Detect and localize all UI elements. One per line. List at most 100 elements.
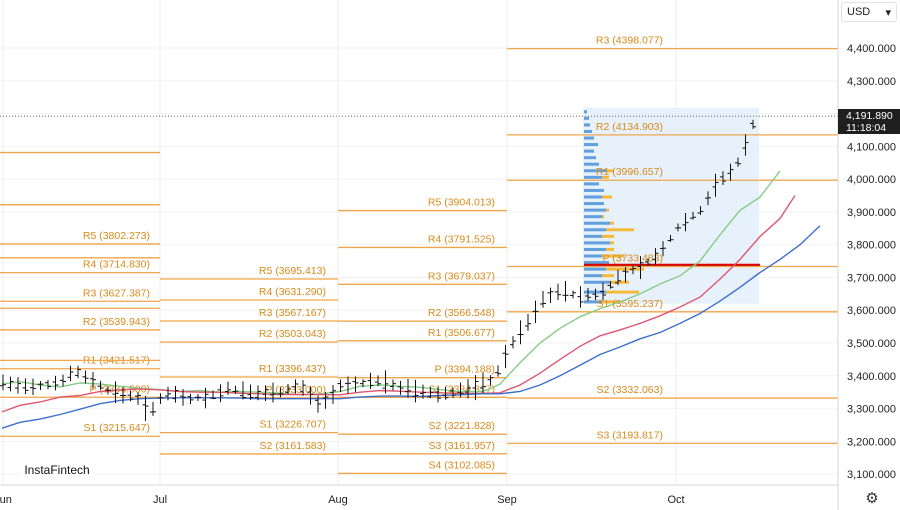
volume-profile-bar <box>584 162 599 166</box>
gear-icon[interactable]: ⚙ <box>865 490 879 507</box>
volume-profile-bar <box>584 169 606 173</box>
y-tick-label: 3,100.000 <box>847 469 896 481</box>
y-tick-label: 3,900.000 <box>847 207 896 219</box>
y-tick-label: 3,400.000 <box>847 371 896 383</box>
volume-profile-bar <box>584 208 606 212</box>
volume-profile-bar <box>584 280 610 284</box>
volume-profile-bar <box>584 149 594 153</box>
volume-profile-bar <box>584 175 602 179</box>
volume-profile-bar <box>584 110 587 114</box>
pivot-label: R3 (4398.077) <box>596 35 663 47</box>
volume-profile-bar <box>584 274 602 278</box>
volume-profile-bar <box>584 215 602 219</box>
pivot-label: R5 (3904.013) <box>428 197 495 209</box>
y-tick-label: 4,300.000 <box>847 76 896 88</box>
brand-watermark: InstaFintech <box>20 458 94 482</box>
y-tick-label: 3,500.000 <box>847 338 896 350</box>
volume-profile-bar <box>602 300 619 304</box>
volume-profile-bar <box>606 169 614 173</box>
pivot-label: R4 (3791.525) <box>428 233 495 245</box>
current-price-tag: 4,191.890 11:18:04 <box>838 109 900 134</box>
pivot-label: R2 (4134.903) <box>596 121 663 133</box>
y-tick-label: 3,200.000 <box>847 436 896 448</box>
volume-profile-bar <box>584 116 589 120</box>
value-area-box <box>583 107 759 304</box>
chevron-down-icon: ▾ <box>885 6 891 19</box>
pivot-label: R2 (3566.548) <box>428 307 495 319</box>
pivot-label: R2 (3539.943) <box>83 316 150 328</box>
pivot-label: P (3394.188) <box>434 364 495 376</box>
volume-profile-bar <box>584 202 604 206</box>
pivot-label: S3 (3193.817) <box>596 429 663 441</box>
pivot-label: R1 (3506.677) <box>428 327 495 339</box>
volume-profile-bar <box>584 123 590 127</box>
pivot-label: R4 (3631.290) <box>259 286 326 298</box>
pivot-label: R1 (3996.657) <box>596 166 663 178</box>
pivot-label: S1 (3226.707) <box>259 419 326 431</box>
bar-countdown: 11:18:04 <box>846 122 887 134</box>
volume-profile-bar <box>610 221 614 225</box>
currency-selector[interactable]: USD ▾ <box>841 2 897 22</box>
pivot-label: R3 (3627.387) <box>83 287 150 299</box>
volume-profile-bar <box>610 241 614 245</box>
pivot-label: R2 (3503.043) <box>259 328 326 340</box>
y-tick-label: 4,100.000 <box>847 141 896 153</box>
x-tick-label: Sep <box>497 494 517 506</box>
volume-profile-bar <box>602 175 609 179</box>
volume-profile-bar <box>584 195 602 199</box>
x-tick-label: Jul <box>153 494 167 506</box>
pivot-label: S4 (3102.085) <box>428 459 495 471</box>
pivot-label: S2 (3221.828) <box>428 420 495 432</box>
volume-profile-bar <box>602 195 612 199</box>
pivot-label: R3 (3679.037) <box>428 270 495 282</box>
volume-profile-bar <box>606 228 634 232</box>
x-tick-label: Jun <box>0 494 12 506</box>
pivot-label: P (3733.483) <box>602 252 663 264</box>
volume-profile-bar <box>602 215 604 219</box>
pivot-label: R5 (3695.413) <box>259 265 326 277</box>
x-tick-label: Oct <box>667 494 684 506</box>
pivot-label: R3 (3567.167) <box>259 307 326 319</box>
price-bars <box>0 119 756 421</box>
volume-profile-bar <box>584 300 602 304</box>
volume-profile-bar <box>584 143 598 147</box>
y-tick-label: 4,400.000 <box>847 43 896 55</box>
volume-profile-bar <box>584 182 599 186</box>
volume-profile-bar <box>610 280 629 284</box>
pivot-label: S1 (3595.237) <box>596 298 663 310</box>
y-tick-label: 3,800.000 <box>847 240 896 252</box>
volume-profile-bar <box>584 188 604 192</box>
pivot-label: S1 (3215.647) <box>83 422 150 434</box>
volume-profile-bar <box>584 234 602 238</box>
volume-profile-bar <box>606 290 639 294</box>
y-tick-label: 3,700.000 <box>847 272 896 284</box>
volume-profile-bar <box>584 254 602 258</box>
volume-profile-bar <box>584 136 594 140</box>
volume-profile-bar <box>584 156 596 160</box>
y-tick-label: 4,000.000 <box>847 174 896 186</box>
y-axis: 4,400.0004,300.0004,200.0004,100.0004,00… <box>847 43 896 481</box>
volume-profile-bar <box>606 247 614 251</box>
current-price-value: 4,191.890 <box>846 110 893 122</box>
volume-profile-bar <box>602 234 614 238</box>
pivot-label: S2 (3332.063) <box>596 384 663 396</box>
y-tick-label: 3,600.000 <box>847 305 896 317</box>
volume-profile-bar <box>602 274 614 278</box>
y-tick-label: 3,300.000 <box>847 404 896 416</box>
volume-profile-bar <box>602 254 624 258</box>
pivot-label: R5 (3802.273) <box>83 230 150 242</box>
pivot-label: R1 (3396.437) <box>259 363 326 375</box>
pivot-levels: R5 (3802.273) R4 (3714.830) R3 (3627.387) R… <box>0 35 838 475</box>
ma-slow-line <box>1 225 821 429</box>
x-axis: Jun Jul Aug Sep Oct <box>0 494 685 506</box>
volume-profile-bar <box>584 267 606 271</box>
range-box-layer <box>583 107 759 304</box>
volume-profile-bar <box>584 241 610 245</box>
volume-profile-bar <box>584 261 609 265</box>
currency-label: USD <box>847 6 871 18</box>
volume-profile-bar <box>584 228 606 232</box>
volume-profile-bar <box>584 247 606 251</box>
pivot-label: R4 (3714.830) <box>83 259 150 271</box>
volume-profile-bar <box>584 221 610 225</box>
